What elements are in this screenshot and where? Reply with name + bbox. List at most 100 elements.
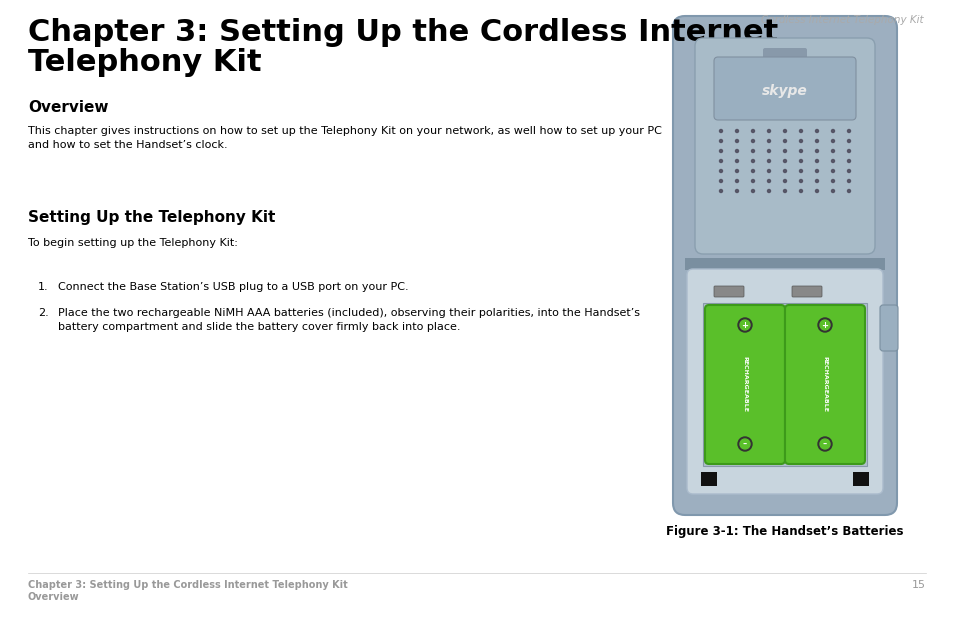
- FancyBboxPatch shape: [762, 48, 806, 60]
- Circle shape: [767, 159, 770, 163]
- Text: Figure 3-1: The Handset’s Batteries: Figure 3-1: The Handset’s Batteries: [665, 525, 902, 538]
- Text: +: +: [821, 321, 827, 329]
- Circle shape: [846, 159, 850, 163]
- Text: Connect the Base Station’s USB plug to a USB port on your PC.: Connect the Base Station’s USB plug to a…: [58, 282, 408, 292]
- Circle shape: [799, 169, 801, 172]
- Circle shape: [831, 150, 834, 153]
- Circle shape: [815, 190, 818, 192]
- Circle shape: [846, 190, 850, 192]
- Circle shape: [751, 190, 754, 192]
- Text: 2.: 2.: [38, 308, 49, 318]
- Text: –: –: [822, 439, 826, 449]
- Text: Chapter 3: Setting Up the Cordless Internet Telephony Kit: Chapter 3: Setting Up the Cordless Inter…: [28, 580, 348, 590]
- Text: and how to set the Handset’s clock.: and how to set the Handset’s clock.: [28, 140, 228, 150]
- Circle shape: [817, 437, 831, 451]
- Circle shape: [815, 130, 818, 132]
- FancyBboxPatch shape: [686, 269, 882, 494]
- Circle shape: [719, 140, 721, 143]
- Circle shape: [751, 159, 754, 163]
- Circle shape: [767, 190, 770, 192]
- Circle shape: [815, 169, 818, 172]
- Circle shape: [767, 150, 770, 153]
- Circle shape: [815, 159, 818, 163]
- Circle shape: [719, 159, 721, 163]
- Circle shape: [799, 179, 801, 182]
- Bar: [702, 303, 866, 466]
- Circle shape: [782, 130, 785, 132]
- Circle shape: [740, 320, 749, 330]
- Circle shape: [751, 169, 754, 172]
- FancyBboxPatch shape: [672, 16, 896, 515]
- Circle shape: [767, 140, 770, 143]
- Text: battery compartment and slide the battery cover firmly back into place.: battery compartment and slide the batter…: [58, 322, 460, 332]
- Circle shape: [751, 130, 754, 132]
- Text: Chapter 3: Setting Up the Cordless Internet: Chapter 3: Setting Up the Cordless Inter…: [28, 18, 778, 47]
- Text: Cordless Internet Telephony Kit: Cordless Internet Telephony Kit: [760, 15, 923, 25]
- Circle shape: [831, 169, 834, 172]
- Circle shape: [799, 150, 801, 153]
- Circle shape: [751, 150, 754, 153]
- Circle shape: [767, 169, 770, 172]
- Circle shape: [831, 190, 834, 192]
- Circle shape: [735, 190, 738, 192]
- Text: RECHARGEABLE: RECHARGEABLE: [741, 357, 747, 412]
- Text: RECHARGEABLE: RECHARGEABLE: [821, 357, 826, 412]
- Circle shape: [820, 320, 829, 330]
- Circle shape: [719, 179, 721, 182]
- Text: Overview: Overview: [28, 100, 109, 115]
- FancyBboxPatch shape: [704, 305, 784, 464]
- Circle shape: [735, 130, 738, 132]
- Circle shape: [738, 437, 751, 451]
- Circle shape: [846, 150, 850, 153]
- Circle shape: [846, 140, 850, 143]
- Text: Overview: Overview: [28, 592, 79, 602]
- Circle shape: [719, 169, 721, 172]
- Circle shape: [846, 130, 850, 132]
- Bar: [700, 472, 717, 486]
- Circle shape: [815, 150, 818, 153]
- Text: +: +: [740, 321, 748, 329]
- Text: Telephony Kit: Telephony Kit: [28, 48, 261, 77]
- Circle shape: [831, 130, 834, 132]
- Circle shape: [719, 150, 721, 153]
- Circle shape: [831, 159, 834, 163]
- Circle shape: [782, 140, 785, 143]
- Circle shape: [751, 140, 754, 143]
- Circle shape: [799, 159, 801, 163]
- Circle shape: [799, 140, 801, 143]
- Circle shape: [782, 150, 785, 153]
- Circle shape: [735, 150, 738, 153]
- Circle shape: [846, 169, 850, 172]
- Circle shape: [767, 130, 770, 132]
- Circle shape: [740, 439, 749, 449]
- Circle shape: [846, 179, 850, 182]
- Circle shape: [719, 190, 721, 192]
- FancyBboxPatch shape: [784, 305, 864, 464]
- Text: To begin setting up the Telephony Kit:: To begin setting up the Telephony Kit:: [28, 238, 237, 248]
- Circle shape: [767, 179, 770, 182]
- Circle shape: [831, 179, 834, 182]
- Text: skype: skype: [761, 84, 807, 98]
- Bar: [684, 258, 884, 270]
- Circle shape: [735, 140, 738, 143]
- FancyBboxPatch shape: [791, 286, 821, 297]
- Bar: [852, 472, 868, 486]
- Circle shape: [831, 140, 834, 143]
- Text: 1.: 1.: [38, 282, 49, 292]
- Circle shape: [817, 318, 831, 332]
- FancyBboxPatch shape: [713, 286, 743, 297]
- FancyBboxPatch shape: [695, 38, 874, 254]
- Circle shape: [799, 190, 801, 192]
- Circle shape: [782, 190, 785, 192]
- Circle shape: [719, 130, 721, 132]
- Circle shape: [782, 159, 785, 163]
- Circle shape: [751, 179, 754, 182]
- Text: –: –: [742, 439, 746, 449]
- Circle shape: [815, 140, 818, 143]
- Circle shape: [820, 439, 829, 449]
- Text: Setting Up the Telephony Kit: Setting Up the Telephony Kit: [28, 210, 275, 225]
- Circle shape: [738, 318, 751, 332]
- Text: This chapter gives instructions on how to set up the Telephony Kit on your netwo: This chapter gives instructions on how t…: [28, 126, 661, 136]
- Circle shape: [735, 169, 738, 172]
- Circle shape: [735, 179, 738, 182]
